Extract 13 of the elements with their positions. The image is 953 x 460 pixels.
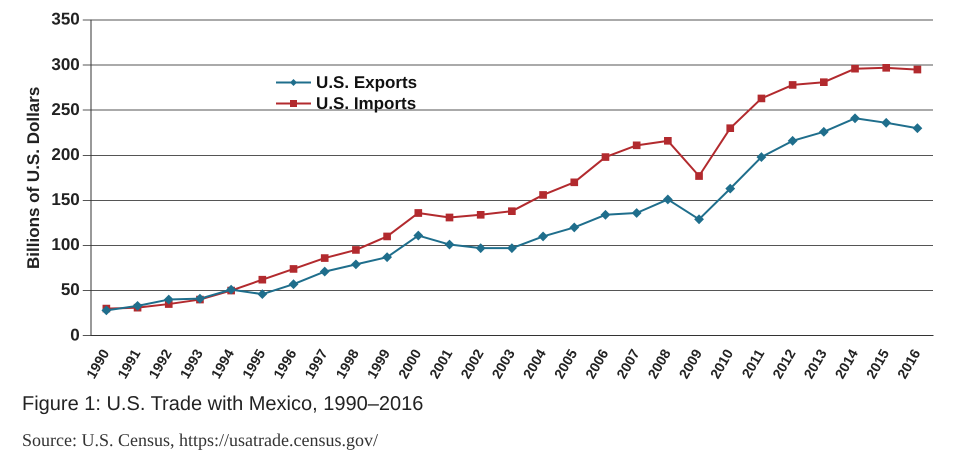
y-tick-label: 0 xyxy=(70,325,80,344)
y-tick-label: 50 xyxy=(60,280,80,300)
text: Figure 1: U.S. Trade with Mexico, 1990–2016 xyxy=(22,393,424,416)
y-tick-label: 300 xyxy=(51,54,80,74)
legend-label: U.S. Exports xyxy=(316,72,418,92)
legend-label: U.S. Imports xyxy=(316,94,416,114)
y-axis-title: Billions of U.S. Dollars xyxy=(24,86,43,269)
y-tick-label: 350 xyxy=(51,10,80,29)
y-tick-label: 100 xyxy=(51,235,80,254)
y-tick-label: 250 xyxy=(51,100,80,119)
y-tick-label: 150 xyxy=(51,190,80,210)
y-tick-label: 200 xyxy=(51,144,80,164)
source-note: Source: U.S. Census, https://usatrade.census.gov/ xyxy=(22,430,378,451)
